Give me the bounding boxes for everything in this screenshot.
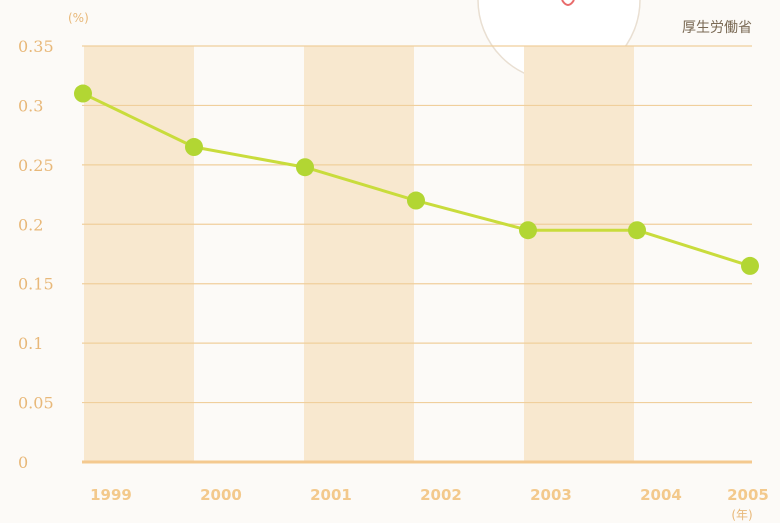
y-tick-label: 0 <box>18 453 28 472</box>
x-tick-label: 1999 <box>90 486 132 504</box>
x-tick-label: 2002 <box>420 486 462 504</box>
y-tick-label: 0.15 <box>18 275 54 294</box>
band-0 <box>84 46 194 462</box>
x-tick-label: 2000 <box>200 486 242 504</box>
source-label: 厚生労働省 <box>682 20 752 36</box>
data-point <box>741 257 759 275</box>
x-tick-label: 2001 <box>310 486 352 504</box>
data-point <box>628 221 646 239</box>
band-4 <box>524 46 634 462</box>
y-tick-label: 0.1 <box>18 334 43 353</box>
data-point <box>74 85 92 103</box>
y-tick-label: 0.2 <box>18 215 43 234</box>
data-point <box>185 138 203 156</box>
background-bands <box>84 46 634 462</box>
x-tick-label: 2004 <box>640 486 682 504</box>
y-tick-label: 0.05 <box>18 394 54 413</box>
x-unit-label: (年) <box>731 508 752 522</box>
y-tick-label: 0.35 <box>18 37 54 56</box>
band-2 <box>304 46 414 462</box>
data-point <box>296 158 314 176</box>
y-axis-ticks: 0 0.05 0.1 0.15 0.2 0.25 0.3 0.35 <box>18 37 54 472</box>
x-tick-label: 2005 <box>727 486 769 504</box>
x-axis-ticks: 1999 2000 2001 2002 2003 2004 2005 <box>90 486 769 504</box>
data-point <box>407 192 425 210</box>
y-unit-label: (%) <box>68 11 89 25</box>
x-tick-label: 2003 <box>530 486 572 504</box>
y-tick-label: 0.25 <box>18 156 54 175</box>
data-point <box>519 221 537 239</box>
y-tick-label: 0.3 <box>18 96 43 115</box>
